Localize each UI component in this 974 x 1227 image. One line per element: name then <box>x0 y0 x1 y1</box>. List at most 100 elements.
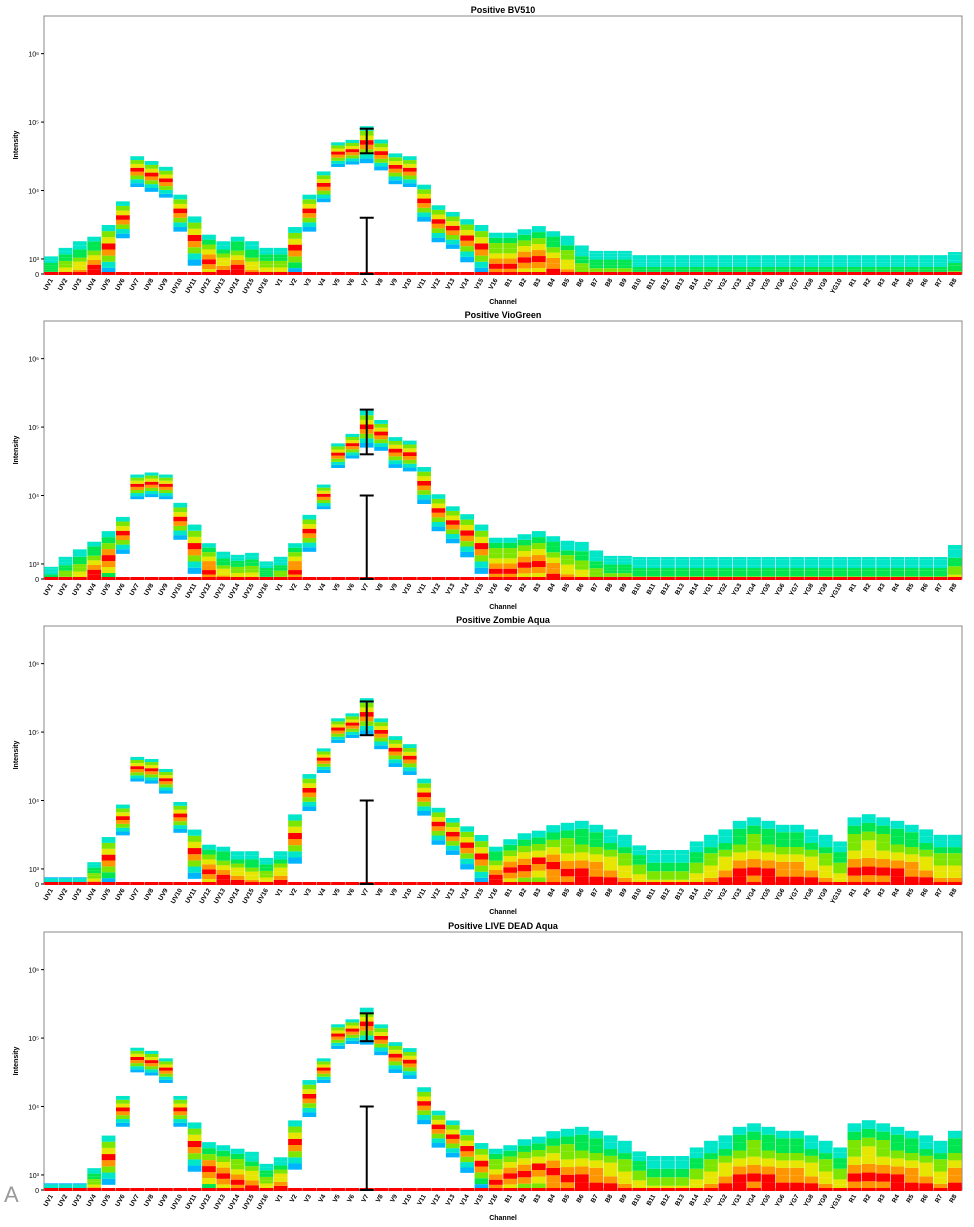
floor-cell <box>632 272 647 275</box>
heatmap-cell <box>331 163 345 167</box>
heatmap-cell <box>101 573 116 579</box>
heatmap-column-UV9 <box>159 166 173 275</box>
heatmap-cell <box>216 269 231 274</box>
heatmap-cell <box>130 1066 145 1070</box>
heatmap-cell <box>101 1178 116 1185</box>
floor-cell <box>775 272 790 275</box>
x-tick-label: B1 <box>504 582 514 593</box>
heatmap-cell <box>288 547 302 553</box>
heatmap-cell <box>374 726 388 730</box>
heatmap-cell <box>675 879 690 884</box>
heatmap-cell <box>790 869 804 877</box>
x-tick-label: V8 <box>375 582 385 593</box>
heatmap-cell <box>72 880 87 882</box>
heatmap-cell <box>804 1162 819 1170</box>
heatmap-cell <box>833 873 847 879</box>
x-tick-label: V10 <box>402 1193 414 1207</box>
x-tick-label: UV9 <box>157 1193 170 1208</box>
floor-cell <box>833 882 847 885</box>
heatmap-column-B10 <box>632 557 647 580</box>
heatmap-cell <box>402 1063 417 1068</box>
heatmap-cell <box>589 1175 604 1183</box>
heatmap-cell <box>230 255 245 261</box>
heatmap-cell <box>488 879 503 884</box>
heatmap-cell <box>775 269 790 272</box>
heatmap-column-B8 <box>603 250 618 275</box>
heatmap-cell <box>675 562 690 566</box>
heatmap-cell <box>732 828 747 837</box>
heatmap-cell <box>560 1144 575 1152</box>
x-tick-label: B3 <box>532 277 542 288</box>
heatmap-cell <box>947 865 962 872</box>
heatmap-cell <box>259 561 274 564</box>
x-tick-label: V13 <box>445 887 457 901</box>
x-tick-label: B7 <box>590 277 600 288</box>
heatmap-cell <box>947 1130 962 1139</box>
x-tick-label: YG10 <box>829 277 844 295</box>
heatmap-cell <box>87 864 102 868</box>
heatmap-cell <box>216 555 231 559</box>
floor-cell <box>847 577 862 580</box>
heatmap-cell <box>790 257 804 260</box>
x-tick-label: V15 <box>473 582 485 596</box>
heatmap-cell <box>388 161 403 165</box>
heatmap-column-UV1 <box>44 877 59 885</box>
heatmap-cell <box>259 1167 274 1171</box>
heatmap-cell <box>101 255 116 262</box>
heatmap-cell <box>216 253 231 258</box>
heatmap-cell <box>230 879 245 884</box>
heatmap-cell <box>818 1183 833 1190</box>
heatmap-cell <box>331 733 345 737</box>
heatmap-cell <box>618 840 632 848</box>
heatmap-cell <box>833 852 847 858</box>
heatmap-cell <box>474 1160 489 1167</box>
heatmap-cell <box>316 1079 331 1083</box>
heatmap-cell <box>833 1147 847 1153</box>
heatmap-cell <box>890 1142 905 1151</box>
heatmap-cell <box>374 166 388 171</box>
heatmap-cell <box>216 1178 231 1185</box>
heatmap-cell <box>388 444 403 449</box>
heatmap-cell <box>632 269 647 272</box>
heatmap-cell <box>87 1184 102 1188</box>
floor-cell <box>589 272 604 275</box>
heatmap-cell <box>503 1173 518 1179</box>
heatmap-cell <box>173 1122 188 1127</box>
heatmap-cell <box>503 237 518 244</box>
heatmap-cell <box>431 821 446 827</box>
heatmap-cell <box>575 569 589 575</box>
heatmap-cell <box>44 1184 59 1186</box>
heatmap-cell <box>216 1150 231 1157</box>
heatmap-cell <box>847 565 862 569</box>
heatmap-cell <box>87 541 102 547</box>
floor-cell <box>173 272 188 275</box>
heatmap-cell <box>445 216 460 222</box>
floor-cell <box>804 1188 819 1191</box>
floor-cell <box>116 577 130 580</box>
heatmap-cell <box>245 245 259 250</box>
heatmap-cell <box>646 264 661 267</box>
heatmap-cell <box>919 856 934 864</box>
heatmap-cell <box>374 427 388 432</box>
heatmap-cell <box>245 1161 259 1167</box>
heatmap-cell <box>58 1186 73 1188</box>
heatmap-cell <box>216 241 231 246</box>
heatmap-cell <box>431 214 446 220</box>
heatmap-cell <box>44 1184 59 1186</box>
heatmap-cell <box>245 855 259 860</box>
heatmap-cell <box>646 879 661 884</box>
floor-cell <box>675 1188 690 1191</box>
heatmap-column-V12 <box>431 494 446 580</box>
heatmap-cell <box>876 1139 890 1149</box>
heatmap-cell <box>331 718 345 722</box>
floor-cell <box>288 1188 302 1191</box>
heatmap-cell <box>718 557 733 560</box>
heatmap-cell <box>861 266 876 270</box>
heatmap-cell <box>230 1169 245 1175</box>
heatmap-cell <box>374 745 388 750</box>
heatmap-cell <box>833 559 847 563</box>
heatmap-cell <box>417 778 431 784</box>
heatmap-cell <box>488 1153 503 1160</box>
heatmap-cell <box>531 226 546 233</box>
floor-cell <box>58 882 73 885</box>
